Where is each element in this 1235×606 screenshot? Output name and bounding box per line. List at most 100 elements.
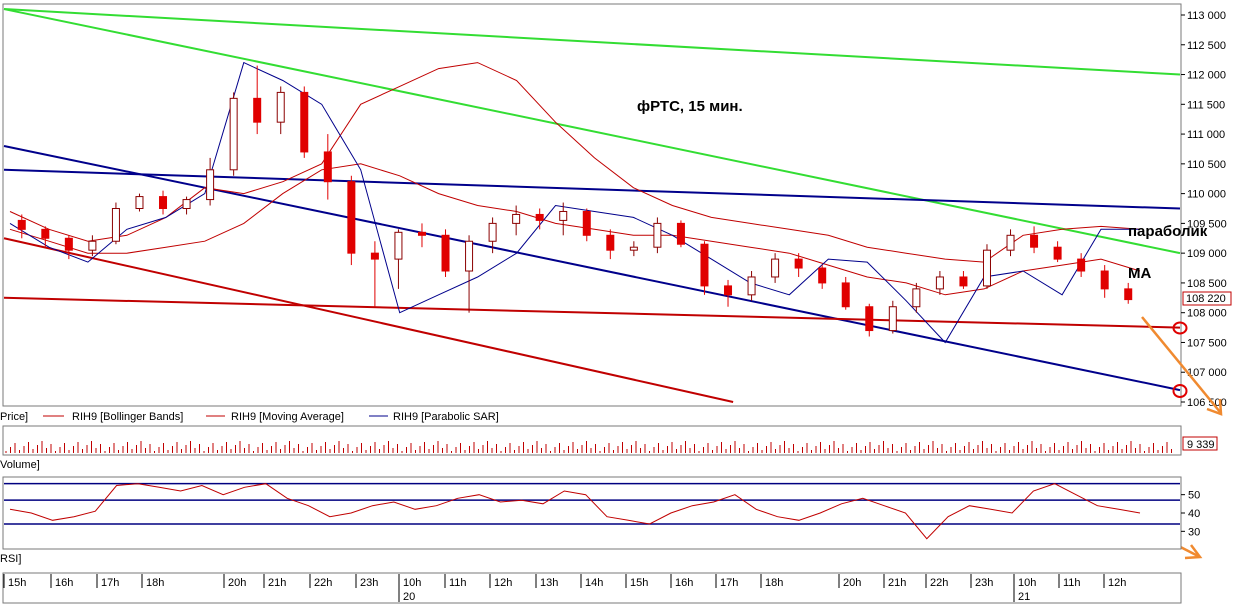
trendline-green-upper xyxy=(3,8,1181,76)
candle-down xyxy=(1030,234,1039,248)
time-hour-label: 10h xyxy=(1018,577,1036,589)
price-tick-label: 109 500 xyxy=(1187,218,1227,230)
rsi-tick-label: 40 xyxy=(1188,508,1200,520)
candle-up xyxy=(747,276,756,296)
time-hour-label: 17h xyxy=(101,577,119,589)
trendline-red-upper xyxy=(3,296,1181,329)
price-tick-label: 107 500 xyxy=(1187,337,1227,349)
legend-sar: RIH9 [Parabolic SAR] xyxy=(393,411,499,423)
time-hour-label: 15h xyxy=(8,577,26,589)
candle-down xyxy=(865,306,874,332)
time-hour-label: 23h xyxy=(975,577,993,589)
candle-down xyxy=(441,234,450,272)
time-hour-label: 11h xyxy=(1063,577,1081,589)
time-hour-label: 21h xyxy=(268,577,286,589)
rsi-panel-frame xyxy=(2,476,1182,550)
candle-up xyxy=(111,208,120,242)
candle-down xyxy=(17,219,26,230)
rsi-axis: 50 40 30 xyxy=(1181,490,1200,538)
time-hour-label: 16h xyxy=(675,577,693,589)
time-day-label: 21 xyxy=(1018,591,1030,603)
candle-down xyxy=(841,282,850,308)
rsi-levels xyxy=(4,482,1180,525)
time-hour-label: 14h xyxy=(585,577,603,589)
current-price-label: 108 220 xyxy=(1186,293,1226,305)
candle-up xyxy=(229,97,238,171)
candle-down xyxy=(159,196,168,209)
candle-down xyxy=(300,91,309,153)
candle-down xyxy=(41,228,50,239)
price-panel-frame xyxy=(2,3,1182,407)
price-tick-label: 111 500 xyxy=(1187,99,1225,111)
indicator-rih---moving-average- xyxy=(9,163,1141,296)
candle-up xyxy=(465,240,474,272)
time-hour-label: 13h xyxy=(540,577,558,589)
candle-down xyxy=(417,231,426,236)
candle-up xyxy=(888,306,897,332)
price-tick-label: 110 000 xyxy=(1187,189,1226,201)
candle-up xyxy=(135,196,144,209)
price-tick-label: 108 000 xyxy=(1187,308,1227,320)
candle-up xyxy=(182,199,191,209)
candle-up xyxy=(488,222,497,242)
candle-down xyxy=(64,237,73,251)
time-hour-label: 20h xyxy=(843,577,861,589)
candle-down xyxy=(323,151,332,183)
candle-down xyxy=(370,252,379,260)
candle-down xyxy=(535,213,544,221)
current-price-badge xyxy=(1182,291,1232,306)
trendline-blue-lower xyxy=(3,145,1181,392)
candle-up xyxy=(512,213,521,224)
candle-up xyxy=(982,249,991,287)
price-tick-label: 107 000 xyxy=(1187,367,1227,379)
price-tick-label: 111 000 xyxy=(1187,129,1225,141)
target-circle-lower xyxy=(1172,384,1188,398)
candle-down xyxy=(1124,288,1133,301)
legend-bar xyxy=(0,407,1181,424)
time-hour-label: 17h xyxy=(720,577,738,589)
time-hour-label: 22h xyxy=(314,577,332,589)
candle-down xyxy=(1077,258,1086,272)
forecast-arrow-rsi-head xyxy=(1184,544,1203,560)
candle-down xyxy=(700,243,709,287)
candle-down xyxy=(253,97,262,123)
trendline-red-lower xyxy=(3,237,734,403)
time-hour-label: 22h xyxy=(930,577,948,589)
legend-price: Price] xyxy=(0,411,28,423)
time-hour-label: 23h xyxy=(360,577,378,589)
candle-up xyxy=(88,240,97,251)
candle-down xyxy=(818,267,827,284)
candle-up xyxy=(1006,234,1015,251)
time-hour-label: 18h xyxy=(765,577,783,589)
legend-bollinger: RIH9 [Bollinger Bands] xyxy=(72,411,183,423)
time-hour-label: 16h xyxy=(55,577,73,589)
trendline-blue-upper xyxy=(3,168,1181,210)
time-hour-label: 11h xyxy=(449,577,467,589)
volume-bars xyxy=(5,441,1172,453)
time-hour-label: 10h xyxy=(403,577,421,589)
rsi-line xyxy=(9,483,1141,540)
volume-panel-frame xyxy=(2,425,1182,456)
chart-title-annotation: фРТС, 15 мин. xyxy=(637,98,743,115)
time-axis: 15h 16h 17h 18h 20h 21h 22h 23h 10h 11h 12h 13h 14h 1… xyxy=(3,574,1126,603)
price-tick-label: 112 000 xyxy=(1187,70,1226,82)
price-tick-label: 110 500 xyxy=(1187,159,1226,171)
candle-up xyxy=(935,276,944,290)
time-hour-label: 18h xyxy=(146,577,164,589)
volume-value-label: 9 339 xyxy=(1187,439,1215,451)
parabolic-annotation: параболик xyxy=(1128,223,1208,240)
candle-down xyxy=(606,234,615,251)
candle-down xyxy=(676,222,685,245)
rsi-tick-label: 30 xyxy=(1188,526,1200,538)
time-hour-label: 15h xyxy=(630,577,648,589)
candle-down xyxy=(959,276,968,287)
legend-ma: RIH9 [Moving Average] xyxy=(231,411,344,423)
time-hour-label: 12h xyxy=(1108,577,1126,589)
rsi-panel-name: RSI] xyxy=(0,553,21,565)
forecast-arrow-price-head xyxy=(1206,398,1223,416)
candle-up xyxy=(653,222,662,248)
ma-annotation: MA xyxy=(1128,265,1151,282)
time-axis-frame xyxy=(2,572,1182,604)
price-tick-label: 113 000 xyxy=(1187,10,1226,22)
